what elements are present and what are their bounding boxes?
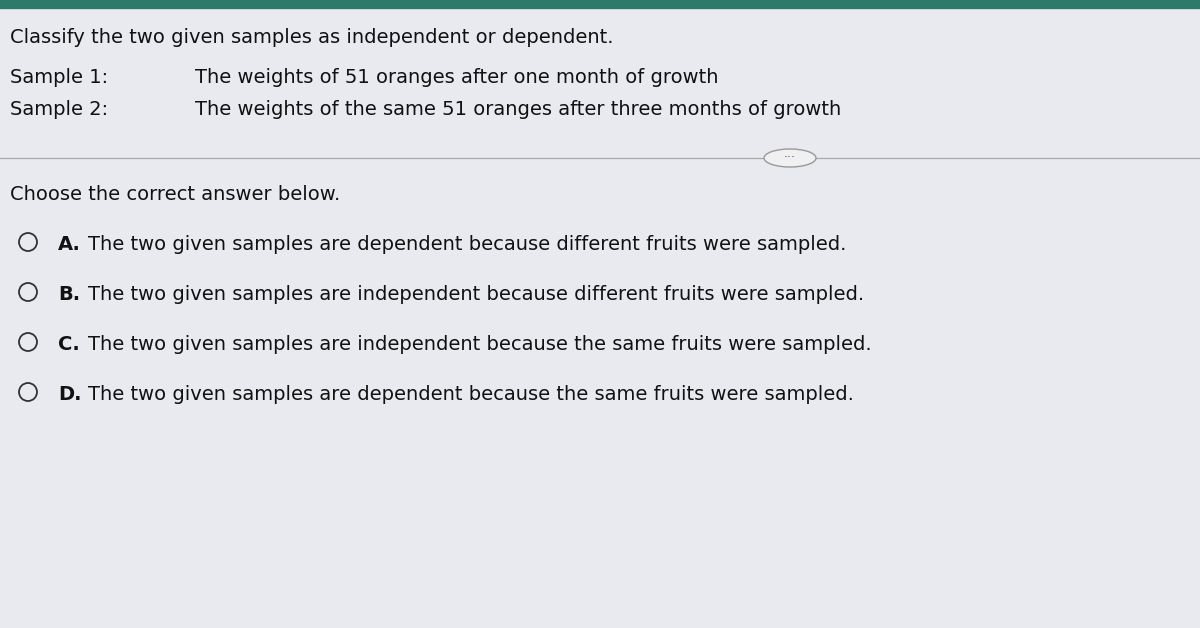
Text: D.: D. — [58, 385, 82, 404]
Text: Sample 1:: Sample 1: — [10, 68, 108, 87]
Text: A.: A. — [58, 235, 80, 254]
Text: C.: C. — [58, 335, 79, 354]
Text: Classify the two given samples as independent or dependent.: Classify the two given samples as indepe… — [10, 28, 613, 47]
Ellipse shape — [764, 149, 816, 167]
Text: The two given samples are independent because different fruits were sampled.: The two given samples are independent be… — [88, 285, 864, 304]
Text: ···: ··· — [784, 151, 796, 165]
Text: B.: B. — [58, 285, 80, 304]
Text: The two given samples are independent because the same fruits were sampled.: The two given samples are independent be… — [88, 335, 871, 354]
Text: Sample 2:: Sample 2: — [10, 100, 108, 119]
Text: The weights of 51 oranges after one month of growth: The weights of 51 oranges after one mont… — [194, 68, 719, 87]
Text: Choose the correct answer below.: Choose the correct answer below. — [10, 185, 341, 204]
Text: The two given samples are dependent because the same fruits were sampled.: The two given samples are dependent beca… — [88, 385, 854, 404]
Text: The weights of the same 51 oranges after three months of growth: The weights of the same 51 oranges after… — [194, 100, 841, 119]
Text: The two given samples are dependent because different fruits were sampled.: The two given samples are dependent beca… — [88, 235, 846, 254]
